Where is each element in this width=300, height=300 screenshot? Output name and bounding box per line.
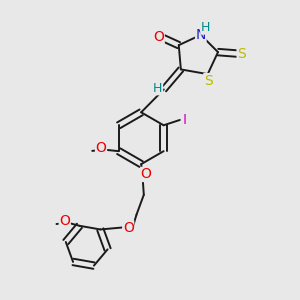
Text: O: O	[141, 167, 152, 182]
Text: O: O	[123, 221, 134, 235]
Text: H: H	[201, 21, 210, 34]
Text: O: O	[59, 214, 70, 228]
Text: N: N	[196, 28, 206, 42]
Text: I: I	[182, 113, 187, 127]
Text: O: O	[96, 141, 106, 155]
Text: S: S	[204, 74, 213, 88]
Text: H: H	[153, 82, 163, 95]
Text: S: S	[237, 46, 246, 61]
Text: O: O	[153, 30, 164, 44]
